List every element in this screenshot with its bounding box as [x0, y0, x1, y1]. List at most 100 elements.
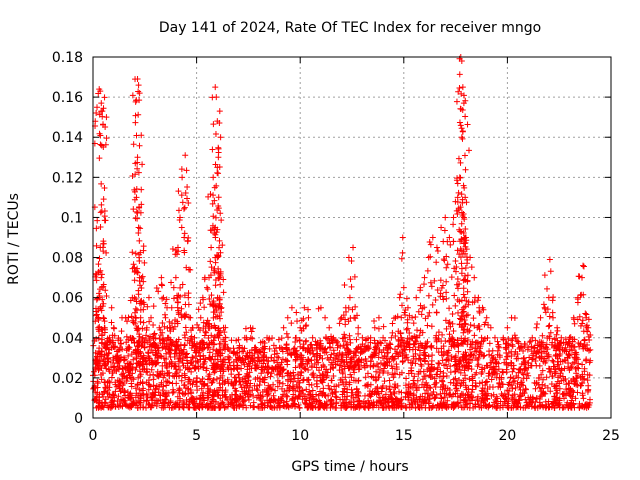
roti-point — [298, 356, 305, 363]
roti-point — [485, 370, 492, 377]
roti-point — [220, 276, 227, 283]
roti-point — [454, 285, 461, 292]
roti-point — [436, 360, 443, 367]
roti-point — [212, 254, 219, 261]
roti-point — [322, 401, 329, 408]
roti-point — [181, 204, 188, 211]
roti-point — [204, 286, 211, 293]
roti-point — [154, 354, 161, 361]
roti-point — [157, 371, 164, 378]
roti-point — [518, 393, 525, 400]
roti-point — [439, 386, 446, 393]
roti-point — [450, 380, 457, 387]
roti-point — [279, 394, 286, 401]
roti-point — [450, 391, 457, 398]
roti-point — [348, 374, 355, 381]
roti-point — [194, 321, 201, 328]
roti-point — [586, 372, 593, 379]
roti-point — [532, 337, 539, 344]
roti-point — [452, 257, 459, 264]
roti-point — [457, 105, 464, 112]
roti-point — [439, 378, 446, 385]
roti-point — [512, 385, 519, 392]
roti-point — [288, 304, 295, 311]
roti-point — [449, 334, 456, 341]
roti-point — [577, 382, 584, 389]
roti-point — [212, 84, 219, 91]
roti-point — [424, 394, 431, 401]
roti-point — [351, 369, 358, 376]
roti-point — [162, 300, 169, 307]
roti-point — [495, 343, 502, 350]
roti-point — [111, 366, 118, 373]
roti-point — [513, 355, 520, 362]
roti-point — [427, 279, 434, 286]
roti-point — [295, 392, 302, 399]
roti-point — [356, 365, 363, 372]
roti-point — [211, 322, 218, 329]
roti-point — [456, 363, 463, 370]
roti-point — [251, 344, 258, 351]
roti-point — [179, 390, 186, 397]
roti-point — [471, 274, 478, 281]
roti-point — [575, 273, 582, 280]
roti-point — [117, 337, 124, 344]
roti-point — [418, 311, 425, 318]
roti-point — [181, 234, 188, 241]
roti-point — [403, 351, 410, 358]
roti-point — [373, 368, 380, 375]
roti-point — [377, 359, 384, 366]
roti-point — [141, 259, 148, 266]
roti-point — [150, 382, 157, 389]
roti-point — [184, 238, 191, 245]
roti-point — [125, 314, 132, 321]
roti-point — [468, 351, 475, 358]
roti-point — [525, 403, 532, 410]
roti-point — [130, 261, 137, 268]
roti-point — [300, 341, 307, 348]
roti-point — [189, 324, 196, 331]
roti-point — [492, 356, 499, 363]
roti-point — [165, 334, 172, 341]
roti-point — [457, 159, 464, 166]
roti-point — [424, 338, 431, 345]
roti-point — [386, 383, 393, 390]
roti-point — [254, 354, 261, 361]
roti-point — [542, 309, 549, 316]
roti-point — [461, 235, 468, 242]
roti-point — [514, 380, 521, 387]
roti-point — [150, 303, 157, 310]
roti-point — [167, 353, 174, 360]
roti-point — [544, 334, 551, 341]
roti-point — [96, 292, 103, 299]
roti-point — [150, 331, 157, 338]
roti-point — [390, 389, 397, 396]
roti-point — [284, 314, 291, 321]
roti-point — [437, 368, 444, 375]
roti-point — [225, 366, 232, 373]
roti-point — [532, 404, 539, 411]
roti-point — [314, 339, 321, 346]
roti-point — [385, 355, 391, 362]
roti-point — [245, 377, 252, 384]
roti-point — [328, 351, 335, 358]
roti-point — [549, 373, 556, 380]
roti-point — [179, 281, 186, 288]
roti-point — [216, 312, 223, 319]
roti-point — [549, 314, 556, 321]
roti-point — [249, 387, 256, 394]
roti-point — [140, 319, 147, 326]
roti-point — [139, 337, 146, 344]
roti-point — [446, 305, 453, 312]
roti-point — [391, 346, 398, 353]
roti-point — [152, 385, 159, 392]
roti-point — [222, 378, 229, 385]
roti-point — [421, 281, 428, 288]
roti-point — [425, 353, 432, 360]
roti-point — [235, 356, 242, 363]
roti-point — [379, 404, 386, 411]
roti-point — [131, 294, 138, 301]
roti-point — [428, 344, 435, 351]
roti-point — [527, 338, 534, 345]
roti-point — [578, 291, 585, 298]
